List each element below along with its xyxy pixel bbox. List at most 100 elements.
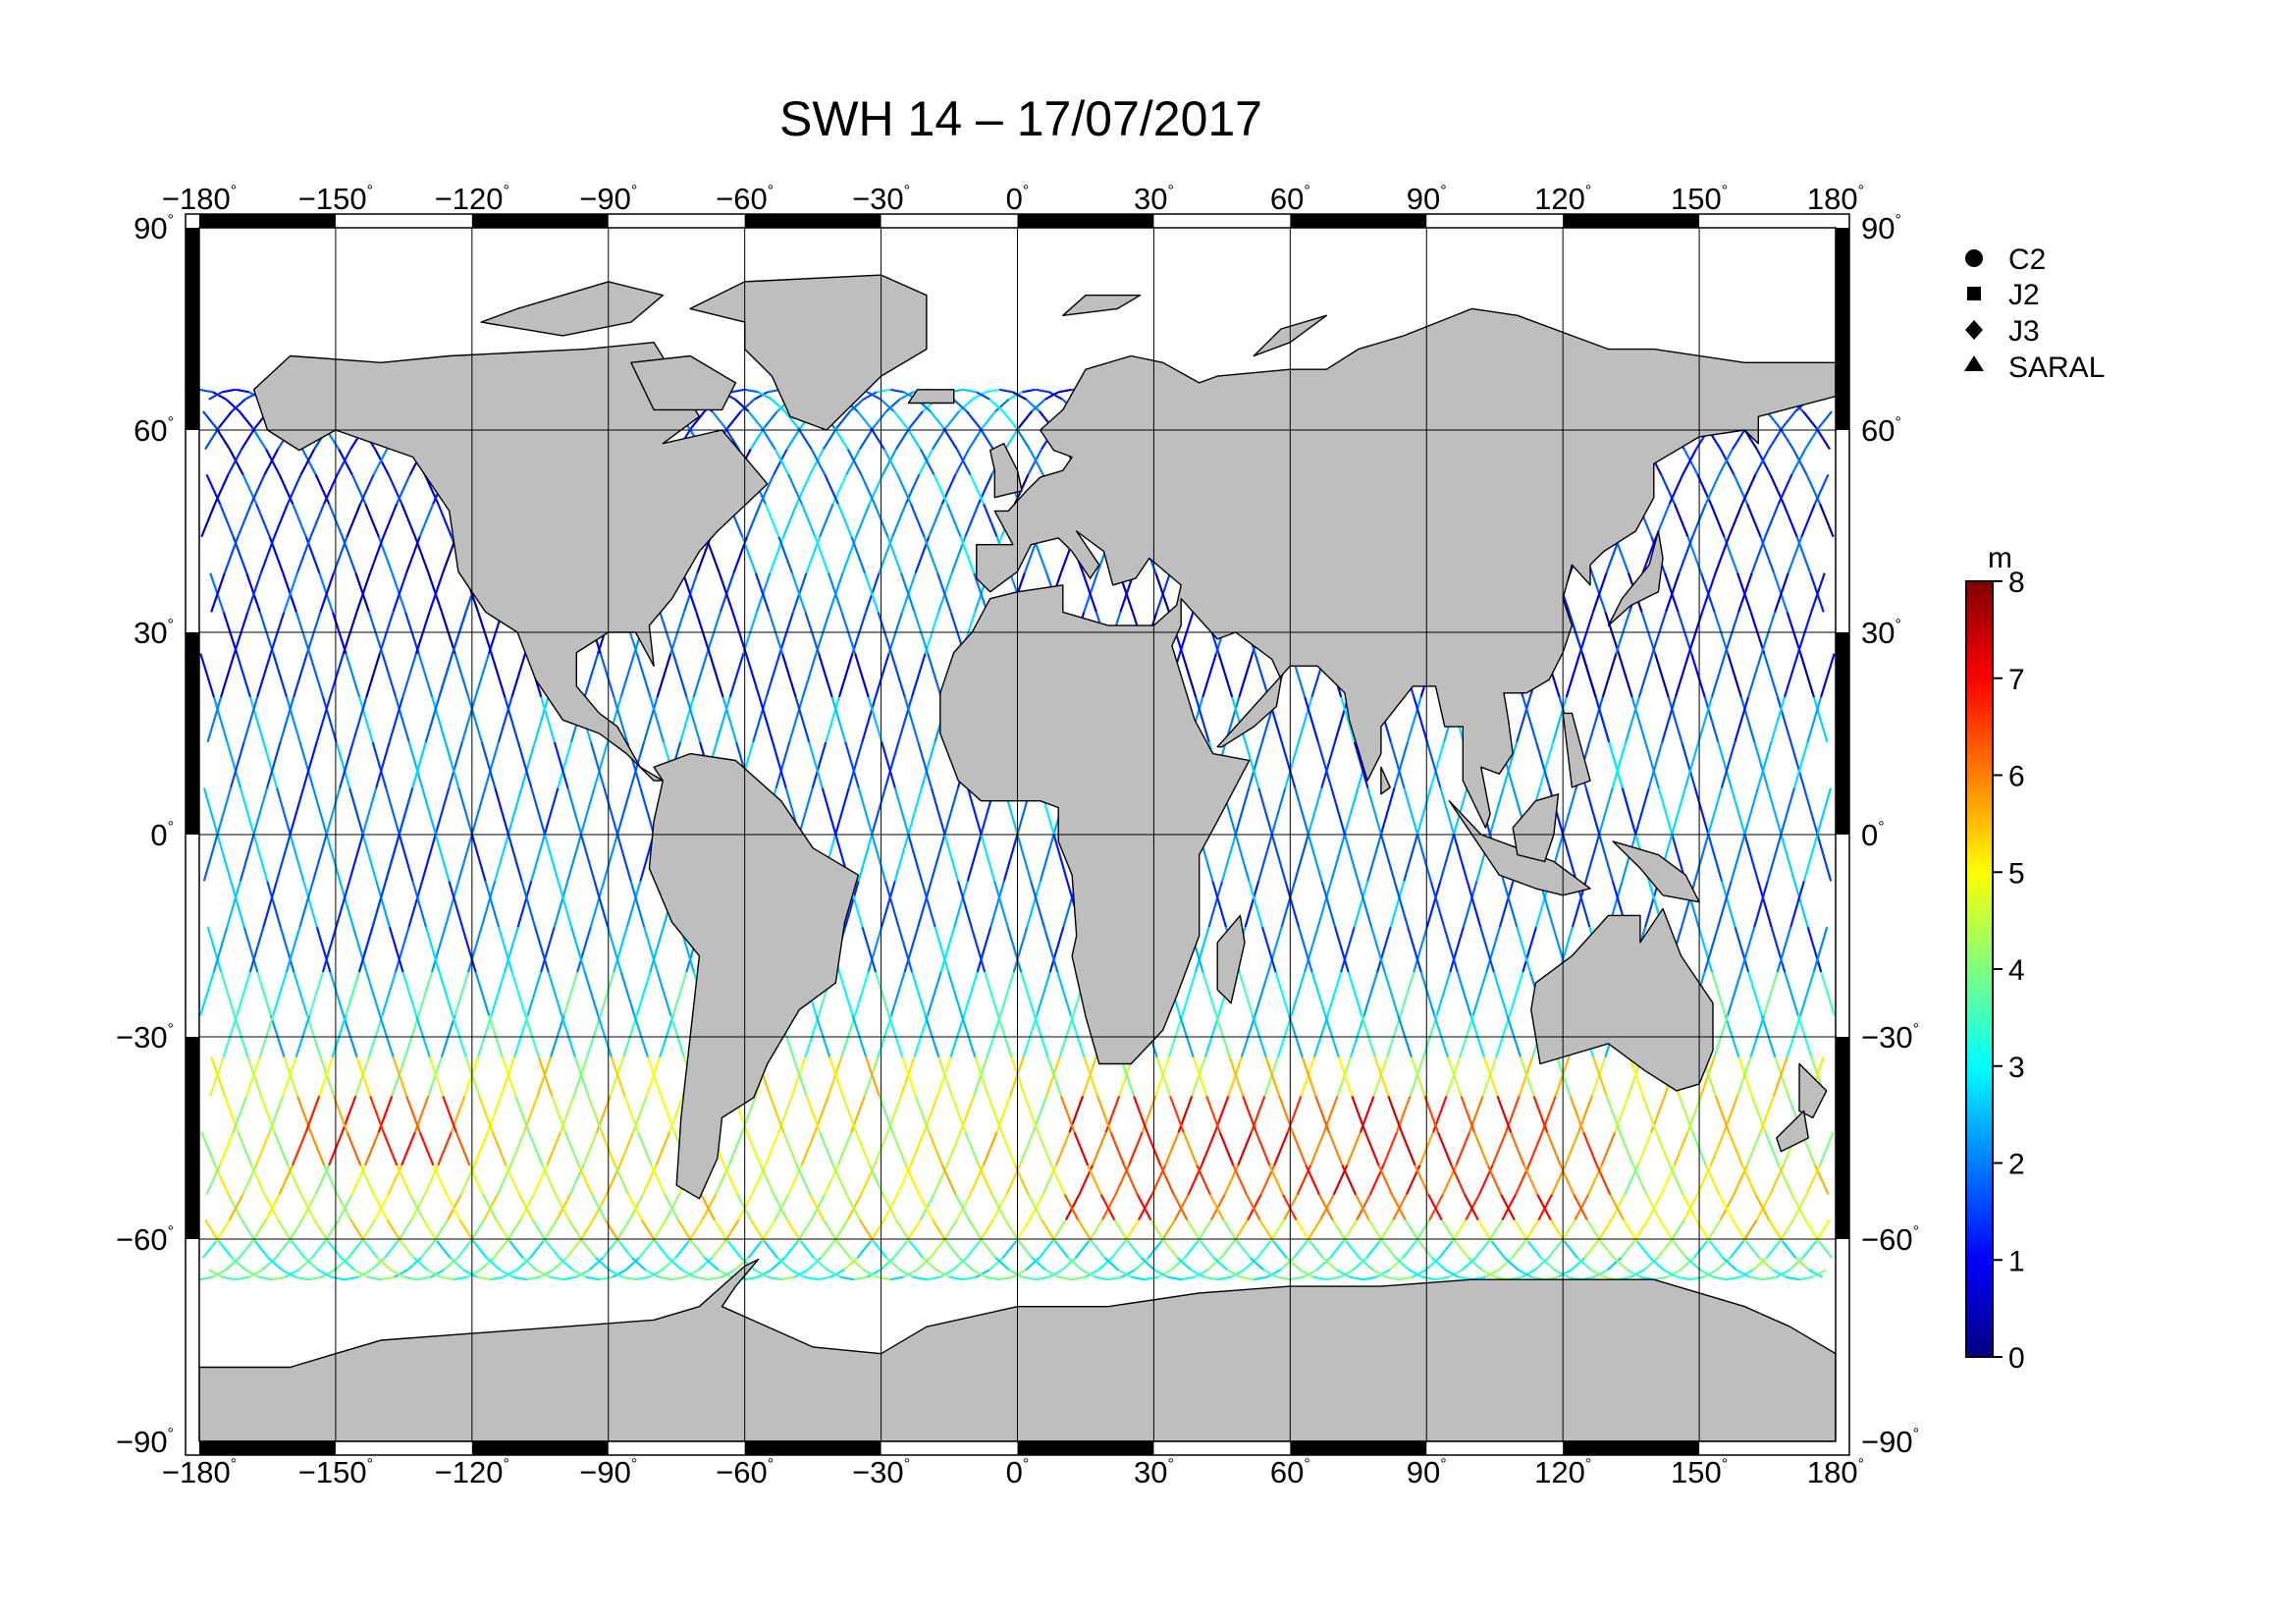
track-segment xyxy=(1787,536,1803,573)
track-segment xyxy=(202,787,219,836)
track-segment xyxy=(493,1240,508,1259)
land-svalbard xyxy=(1062,295,1142,316)
lat-tick-label-right: 30° xyxy=(1861,616,1901,650)
degree-symbol: ° xyxy=(367,183,373,199)
track-segment xyxy=(1315,1257,1331,1271)
track-segment xyxy=(1238,653,1255,698)
track-segment xyxy=(1016,834,1033,882)
track-segment xyxy=(289,834,305,882)
track-segment xyxy=(283,1056,299,1097)
track-segment xyxy=(986,1275,1000,1281)
track-segment xyxy=(976,926,992,973)
track-segment xyxy=(1692,1240,1708,1259)
track-segment xyxy=(381,653,398,698)
track-segment xyxy=(865,1056,881,1097)
track-segment xyxy=(1270,787,1287,836)
track-segment xyxy=(639,787,656,836)
track-segment xyxy=(1343,787,1360,836)
track-segment xyxy=(358,696,374,743)
track-segment xyxy=(1540,1257,1556,1271)
track-segment xyxy=(943,834,960,882)
track-segment xyxy=(1290,971,1307,1016)
track-segment xyxy=(391,1056,406,1097)
track-segment xyxy=(952,1257,968,1271)
track-segment xyxy=(291,1240,306,1259)
lat-tick-label-right: −60° xyxy=(1861,1222,1919,1257)
track-segment xyxy=(1352,1257,1367,1271)
track-segment xyxy=(1760,1014,1777,1057)
track-segment xyxy=(273,503,290,538)
track-segment xyxy=(407,881,424,928)
degree-symbol: ° xyxy=(768,183,774,199)
track-segment xyxy=(998,388,1013,394)
track-segment xyxy=(563,1131,580,1166)
track-segment xyxy=(631,1257,647,1271)
track-segment xyxy=(1756,881,1773,928)
track-segment xyxy=(1643,1257,1659,1271)
track-segment xyxy=(454,1131,471,1166)
track-segment xyxy=(938,1269,954,1278)
track-segment xyxy=(292,503,307,538)
track-segment xyxy=(1306,1218,1322,1242)
degree-symbol: ° xyxy=(504,1456,509,1473)
track-segment xyxy=(199,388,213,394)
track-segment xyxy=(964,1131,981,1166)
track-segment xyxy=(1280,881,1297,928)
track-segment xyxy=(1615,612,1631,655)
track-segment xyxy=(1693,787,1710,836)
track-segment xyxy=(1324,1014,1340,1057)
track-segment xyxy=(1717,881,1733,928)
track-segment xyxy=(650,1164,667,1196)
track-segment xyxy=(794,696,811,743)
colorbar-tick-label: 4 xyxy=(2008,954,2025,987)
track-segment xyxy=(656,971,672,1016)
track-segment xyxy=(667,1257,683,1271)
track-segment xyxy=(808,741,824,788)
track-segment xyxy=(874,653,890,698)
track-segment xyxy=(897,926,914,973)
track-segment xyxy=(1207,881,1224,928)
track-segment xyxy=(503,1269,518,1278)
track-segment xyxy=(1812,696,1829,743)
track-segment xyxy=(246,572,262,613)
track-segment xyxy=(1402,1240,1417,1259)
track-segment xyxy=(216,787,233,836)
track-segment xyxy=(1598,834,1614,882)
land-baffin xyxy=(630,354,737,411)
track-segment xyxy=(1668,473,1684,505)
track-segment xyxy=(1452,787,1468,836)
legend-item-j3: J3 xyxy=(1965,315,2040,348)
frame-bar-bottom xyxy=(1563,1441,1700,1455)
track-segment xyxy=(752,696,768,743)
track-segment xyxy=(210,572,226,613)
track-segment xyxy=(880,1257,895,1271)
track-segment xyxy=(896,473,912,505)
track-segment xyxy=(1796,612,1813,655)
track-segment xyxy=(635,653,652,698)
track-segment xyxy=(1720,741,1736,788)
track-segment xyxy=(1382,1131,1398,1166)
lon-tick-label-bottom: −150° xyxy=(298,1455,373,1489)
track-segment xyxy=(1770,926,1787,973)
track-segment xyxy=(1487,1218,1504,1242)
track-segment xyxy=(360,1218,376,1242)
track-segment xyxy=(579,834,596,882)
track-segment xyxy=(1763,971,1779,1016)
track-segment xyxy=(440,1014,456,1057)
track-segment xyxy=(1734,926,1750,973)
track-segment xyxy=(624,1257,640,1271)
track-segment xyxy=(981,410,996,429)
track-segment xyxy=(1772,1056,1789,1097)
track-segment xyxy=(562,971,579,1016)
track-segment xyxy=(491,1131,507,1166)
track-segment xyxy=(395,696,410,743)
track-segment xyxy=(225,398,240,412)
track-segment xyxy=(381,971,398,1016)
track-segment xyxy=(264,1194,281,1220)
degree-symbol: ° xyxy=(1895,414,1900,431)
track-segment xyxy=(1312,1014,1329,1057)
frame-bar-bottom xyxy=(471,1441,609,1455)
track-segment xyxy=(1737,572,1753,613)
track-segment xyxy=(441,612,456,655)
track-segment xyxy=(1412,1269,1427,1278)
